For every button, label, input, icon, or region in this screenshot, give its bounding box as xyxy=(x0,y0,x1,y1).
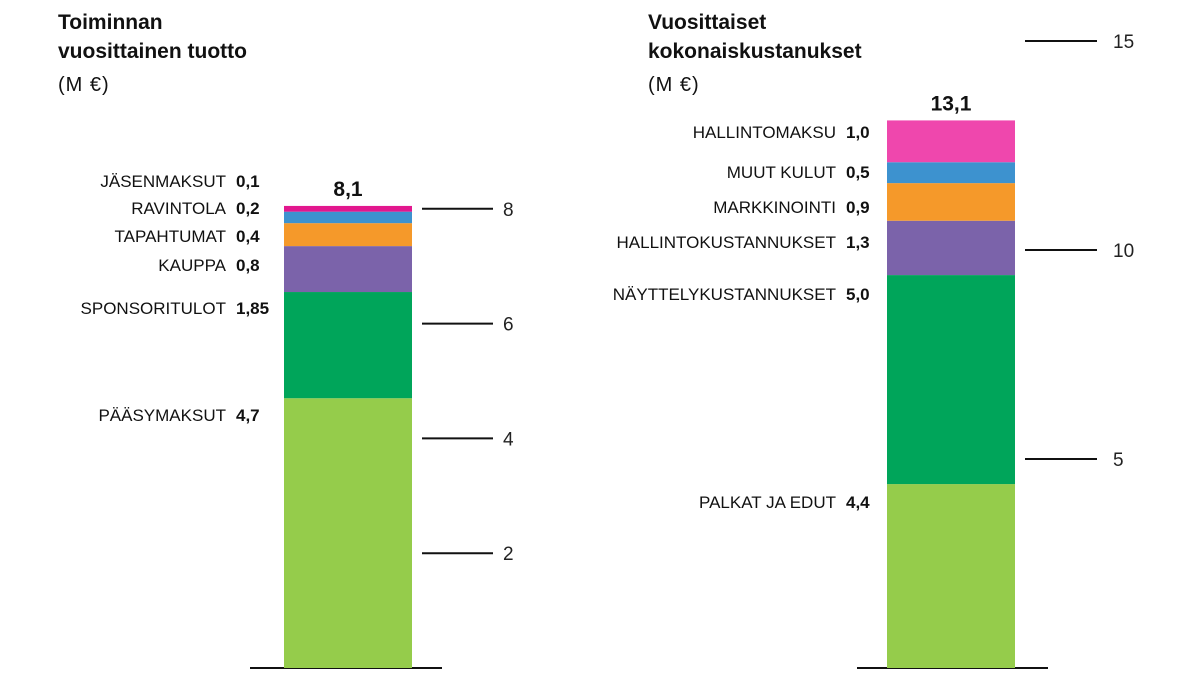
segment-value: 1,85 xyxy=(236,299,269,318)
segment-label: MARKKINOINTI xyxy=(713,198,836,217)
costs-chart: Vuosittaiset kokonaiskustanukset (M €) P… xyxy=(600,0,1198,674)
bar-segment xyxy=(887,275,1015,485)
tick-label: 4 xyxy=(503,429,514,450)
tick-label: 10 xyxy=(1113,241,1134,262)
segment-label: JÄSENMAKSUT xyxy=(100,172,226,191)
segment-label: MUUT KULUT xyxy=(727,163,836,182)
bar-segment xyxy=(887,120,1015,163)
bar-segment xyxy=(284,223,412,247)
bar-segment xyxy=(284,246,412,293)
segment-value: 0,9 xyxy=(846,198,870,217)
segment-label: HALLINTOMAKSU xyxy=(693,123,836,142)
segment-value: 0,2 xyxy=(236,199,260,218)
chart-title: Vuosittaiset kokonaiskustanukset xyxy=(648,11,862,63)
bar-segment xyxy=(284,398,412,668)
chart-unit: (M €) xyxy=(58,74,110,96)
segment-value: 0,1 xyxy=(236,172,260,191)
segment-value: 4,4 xyxy=(846,493,870,512)
segment-value: 1,3 xyxy=(846,233,870,252)
segment-label: NÄYTTELYKUSTANNUKSET xyxy=(613,285,836,304)
segment-value: 0,5 xyxy=(846,163,870,182)
total-label: 13,1 xyxy=(931,92,972,115)
segment-label: KAUPPA xyxy=(158,256,226,275)
tick-label: 6 xyxy=(503,315,514,336)
costs-stacked-bar: PALKAT JA EDUT 4,4 NÄYTTELYKUSTANNUKSET 5,0… xyxy=(613,32,1134,669)
segment-label: RAVINTOLA xyxy=(131,199,226,218)
tick-label: 8 xyxy=(503,200,514,221)
segment-label: SPONSORITULOT xyxy=(81,299,226,318)
bar-segment xyxy=(887,484,1015,668)
segment-value: 0,4 xyxy=(236,227,260,246)
revenue-chart: Toiminnan vuosittainen tuotto (M €) PÄÄS… xyxy=(58,11,514,669)
bar-segment xyxy=(887,220,1015,276)
tick-label: 5 xyxy=(1113,450,1124,471)
chart-unit: (M €) xyxy=(648,74,700,96)
revenue-stacked-bar: PÄÄSYMAKSUT 4,7 SPONSORITULOT 1,85 KAUPPA 0,8… xyxy=(81,172,514,669)
total-label: 8,1 xyxy=(333,178,363,201)
segment-label: TAPAHTUMAT xyxy=(115,227,226,246)
tick-label: 15 xyxy=(1113,32,1134,53)
bar-segment xyxy=(284,292,412,399)
bar-segment xyxy=(887,183,1015,221)
segment-label: PALKAT JA EDUT xyxy=(699,493,836,512)
segment-value: 4,7 xyxy=(236,406,260,425)
bar-segment xyxy=(887,162,1015,184)
bar-segment xyxy=(284,205,412,212)
segment-value: 5,0 xyxy=(846,285,870,304)
segment-label: PÄÄSYMAKSUT xyxy=(98,406,226,425)
segment-value: 1,0 xyxy=(846,123,870,142)
segment-value: 0,8 xyxy=(236,256,260,275)
chart-title: Toiminnan vuosittainen tuotto xyxy=(58,11,247,63)
segment-label: HALLINTOKUSTANNUKSET xyxy=(617,233,836,252)
bar-segment xyxy=(284,211,412,224)
tick-label: 2 xyxy=(503,544,514,565)
